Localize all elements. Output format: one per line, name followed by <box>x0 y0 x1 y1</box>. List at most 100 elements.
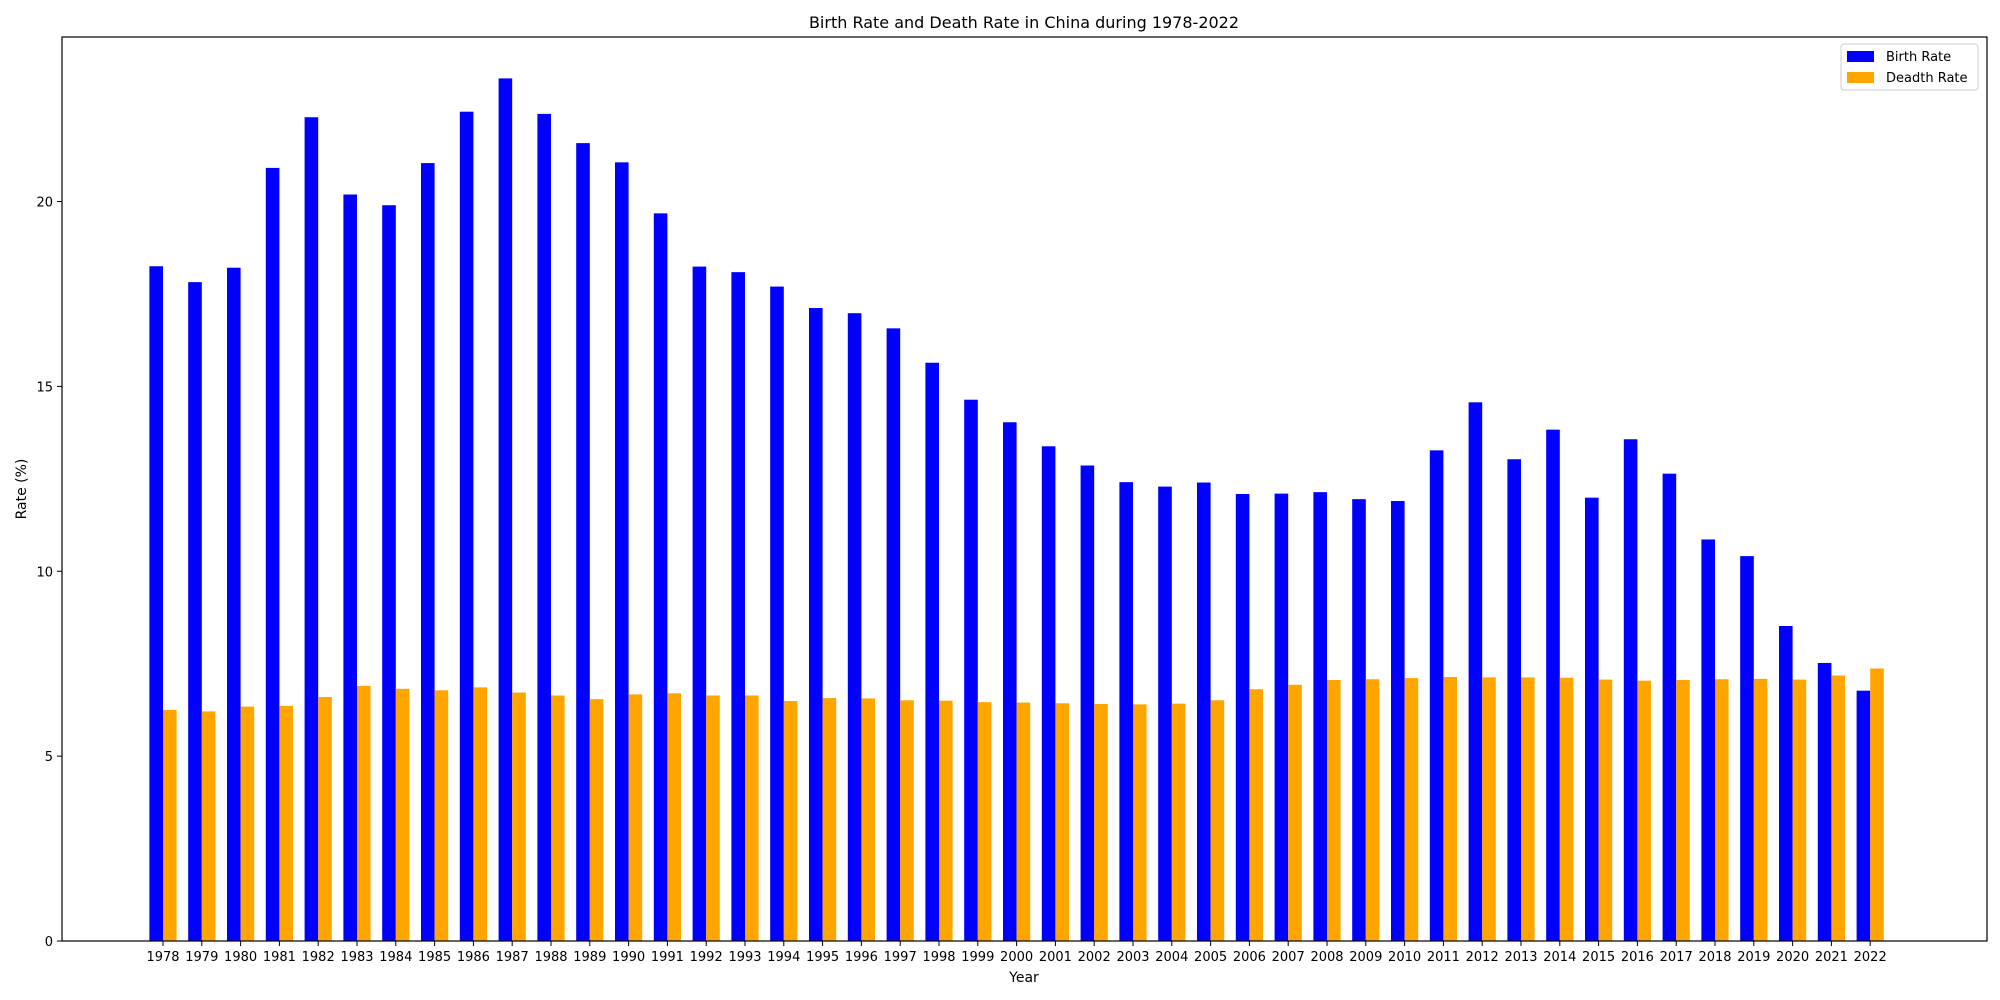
bar-birth-rate-2001 <box>1041 446 1056 941</box>
bar-deadth-rate-2014 <box>1559 677 1574 941</box>
bar-deadth-rate-1995 <box>822 698 837 941</box>
bar-deadth-rate-2007 <box>1288 684 1302 941</box>
x-tick-label-1998: 1998 <box>922 950 955 965</box>
bar-deadth-rate-1990 <box>628 694 643 941</box>
bars-group <box>149 78 1884 942</box>
bar-birth-rate-1992 <box>692 266 707 942</box>
x-tick-label-2014: 2014 <box>1543 950 1576 965</box>
bar-deadth-rate-2019 <box>1753 678 1768 941</box>
x-tick-label-2011: 2011 <box>1427 950 1460 965</box>
bar-deadth-rate-1987 <box>512 692 526 941</box>
x-tick-label-1978: 1978 <box>146 950 179 965</box>
bar-birth-rate-1983 <box>343 194 357 941</box>
x-tick-label-1983: 1983 <box>340 950 373 965</box>
x-tick-label-1987: 1987 <box>496 950 529 965</box>
bar-birth-rate-2020 <box>1779 625 1793 941</box>
x-tick-label-1996: 1996 <box>845 950 878 965</box>
bar-deadth-rate-1993 <box>745 695 759 941</box>
bar-birth-rate-2004 <box>1158 486 1172 941</box>
bar-birth-rate-1997 <box>886 328 901 942</box>
bar-birth-rate-2022 <box>1856 690 1871 941</box>
x-tick-label-1984: 1984 <box>379 950 412 965</box>
bar-birth-rate-1984 <box>382 205 396 942</box>
x-tick-label-1991: 1991 <box>651 950 684 965</box>
bar-deadth-rate-2016 <box>1637 680 1651 941</box>
x-tick-label-1985: 1985 <box>418 950 451 965</box>
x-tick-label-1982: 1982 <box>302 950 335 965</box>
bar-deadth-rate-2021 <box>1831 675 1845 941</box>
bar-birth-rate-2013 <box>1507 459 1521 941</box>
x-tick-label-2002: 2002 <box>1078 950 1111 965</box>
legend: Birth Rate Deadth Rate <box>1840 43 1979 91</box>
bar-deadth-rate-1985 <box>434 690 449 941</box>
y-axis-ticks: 0 5 10 15 20 <box>36 196 62 950</box>
bar-deadth-rate-2012 <box>1482 677 1496 941</box>
bar-birth-rate-1998 <box>925 362 939 941</box>
x-tick-label-1988: 1988 <box>534 950 567 965</box>
x-tick-label-2015: 2015 <box>1582 950 1615 965</box>
x-tick-label-1989: 1989 <box>573 950 606 965</box>
legend-label-birth-rate: Birth Rate <box>1886 50 1951 65</box>
x-tick-label-1990: 1990 <box>612 950 645 965</box>
bar-birth-rate-2006 <box>1235 493 1250 941</box>
bar-deadth-rate-2009 <box>1365 679 1380 941</box>
bar-birth-rate-2008 <box>1313 492 1327 941</box>
x-tick-label-1999: 1999 <box>961 950 994 965</box>
bar-deadth-rate-1997 <box>900 700 914 941</box>
legend-label-deadth-rate: Deadth Rate <box>1886 71 1968 86</box>
chart-title: Birth Rate and Death Rate in China durin… <box>809 13 1239 32</box>
bar-birth-rate-2009 <box>1352 499 1366 941</box>
bar-birth-rate-1980 <box>227 267 241 942</box>
bar-birth-rate-1985 <box>421 163 435 941</box>
bar-deadth-rate-2003 <box>1133 704 1147 941</box>
bar-birth-rate-1982 <box>304 117 319 942</box>
bar-deadth-rate-2020 <box>1792 679 1807 941</box>
x-tick-label-2013: 2013 <box>1504 950 1537 965</box>
bar-deadth-rate-2006 <box>1249 689 1263 941</box>
bar-deadth-rate-2015 <box>1598 679 1613 941</box>
x-tick-label-1994: 1994 <box>767 950 800 965</box>
bar-birth-rate-1981 <box>265 167 280 941</box>
x-tick-label-2007: 2007 <box>1272 950 1305 965</box>
x-tick-label-2004: 2004 <box>1155 950 1188 965</box>
x-tick-label-1997: 1997 <box>884 950 917 965</box>
bar-deadth-rate-2011 <box>1443 677 1457 941</box>
x-tick-label-2019: 2019 <box>1737 950 1770 965</box>
bar-deadth-rate-2005 <box>1210 700 1225 941</box>
bar-deadth-rate-1982 <box>318 696 332 941</box>
x-tick-label-2001: 2001 <box>1039 950 1072 965</box>
bar-deadth-rate-2002 <box>1094 704 1108 941</box>
bar-deadth-rate-1998 <box>939 700 953 941</box>
legend-frame <box>1840 43 1979 91</box>
bar-birth-rate-1986 <box>459 111 474 941</box>
bar-birth-rate-2011 <box>1429 450 1444 941</box>
bar-deadth-rate-1992 <box>706 695 720 941</box>
x-tick-label-2009: 2009 <box>1349 950 1382 965</box>
bar-deadth-rate-2010 <box>1404 678 1419 941</box>
x-tick-label-2017: 2017 <box>1660 950 1693 965</box>
bar-birth-rate-2010 <box>1391 501 1405 941</box>
bar-deadth-rate-2013 <box>1521 677 1535 941</box>
bar-birth-rate-2014 <box>1546 429 1560 941</box>
bar-deadth-rate-1999 <box>977 702 992 941</box>
y-tick-label-10: 10 <box>36 565 53 580</box>
bar-birth-rate-2007 <box>1274 493 1289 941</box>
bar-birth-rate-1996 <box>847 313 862 941</box>
legend-swatch-deadth-rate <box>1847 72 1874 83</box>
bar-birth-rate-2005 <box>1197 482 1211 941</box>
bar-deadth-rate-1988 <box>551 695 565 941</box>
bar-birth-rate-2016 <box>1623 439 1638 941</box>
bar-birth-rate-1991 <box>653 213 668 942</box>
bar-deadth-rate-2001 <box>1055 703 1069 941</box>
x-tick-label-2006: 2006 <box>1233 950 1266 965</box>
bar-birth-rate-2012 <box>1468 402 1483 941</box>
bar-deadth-rate-1994 <box>783 701 798 941</box>
x-tick-label-2003: 2003 <box>1116 950 1149 965</box>
x-tick-label-1993: 1993 <box>728 950 761 965</box>
y-axis-label: Rate (%) <box>14 459 30 520</box>
bar-birth-rate-1995 <box>809 308 823 941</box>
bar-deadth-rate-2018 <box>1715 679 1729 941</box>
bar-deadth-rate-2008 <box>1327 679 1341 941</box>
x-tick-label-2008: 2008 <box>1310 950 1343 965</box>
x-tick-label-1980: 1980 <box>224 950 257 965</box>
